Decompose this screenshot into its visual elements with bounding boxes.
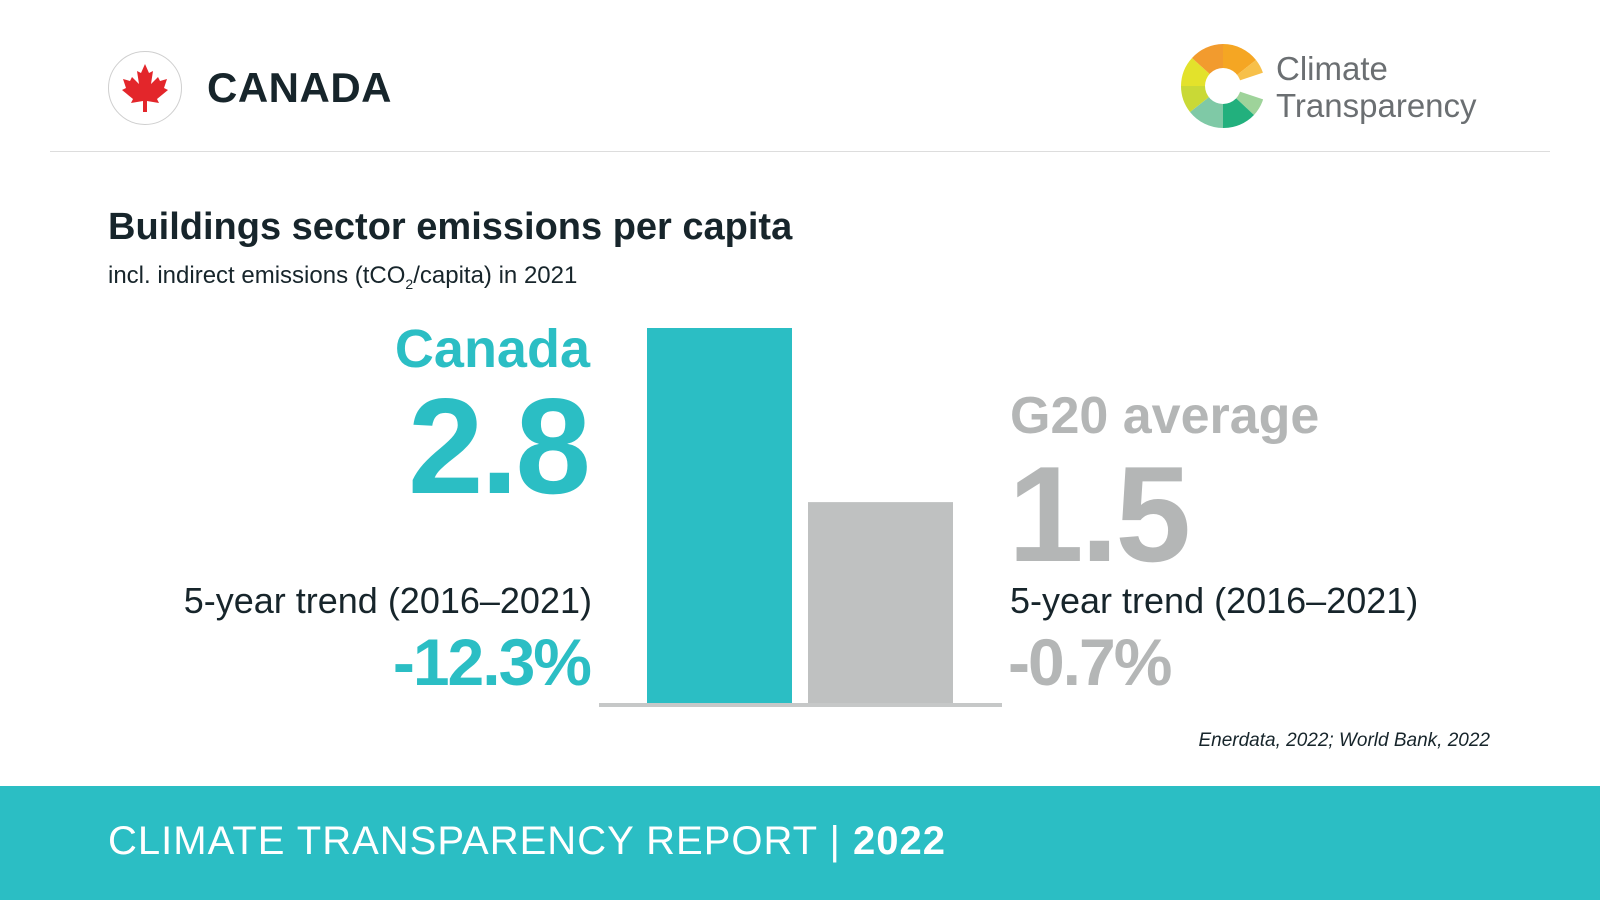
country-name: CANADA xyxy=(207,64,392,111)
maple-leaf-icon xyxy=(122,64,168,112)
subtitle-text-pre: incl. indirect emissions (tCO xyxy=(108,262,406,289)
climate-transparency-logo-icon xyxy=(1181,43,1268,129)
g20-value: 1.5 xyxy=(1008,438,1191,590)
subtitle-text-post: /capita) in 2021 xyxy=(413,262,578,289)
g20-trend-value: -0.7% xyxy=(1008,625,1172,699)
g20-label: G20 average xyxy=(1010,387,1320,445)
logo-text-line2: Transparency xyxy=(1276,87,1477,124)
g20-trend-label: 5-year trend (2016–2021) xyxy=(1010,580,1419,621)
canada-trend-label: 5-year trend (2016–2021) xyxy=(183,580,592,621)
chart-title: Buildings sector emissions per capita xyxy=(108,206,793,248)
canada-value: 2.8 xyxy=(407,370,591,522)
chart-subtitle: incl. indirect emissions (tCO2/capita) i… xyxy=(108,262,577,292)
bar-canada xyxy=(647,328,792,703)
logo-wordmark: Climate Transparency xyxy=(1276,50,1477,124)
footer-year: 2022 xyxy=(853,819,947,863)
footer-report-name: CLIMATE TRANSPARENCY REPORT xyxy=(108,819,818,863)
canada-label: Canada xyxy=(394,319,590,379)
header-divider xyxy=(50,151,1550,152)
footer-title: CLIMATE TRANSPARENCY REPORT | 2022 xyxy=(108,819,946,864)
source-note: Enerdata, 2022; World Bank, 2022 xyxy=(1198,730,1490,751)
canada-trend-value: -12.3% xyxy=(392,625,592,699)
canada-flag-icon xyxy=(108,51,182,125)
footer-separator: | xyxy=(829,819,841,863)
subtitle-subscript: 2 xyxy=(405,275,414,292)
footer-banner: CLIMATE TRANSPARENCY REPORT | 2022 xyxy=(0,786,1600,900)
logo-text-line1: Climate xyxy=(1276,50,1388,87)
bar-g20-average xyxy=(808,502,953,703)
